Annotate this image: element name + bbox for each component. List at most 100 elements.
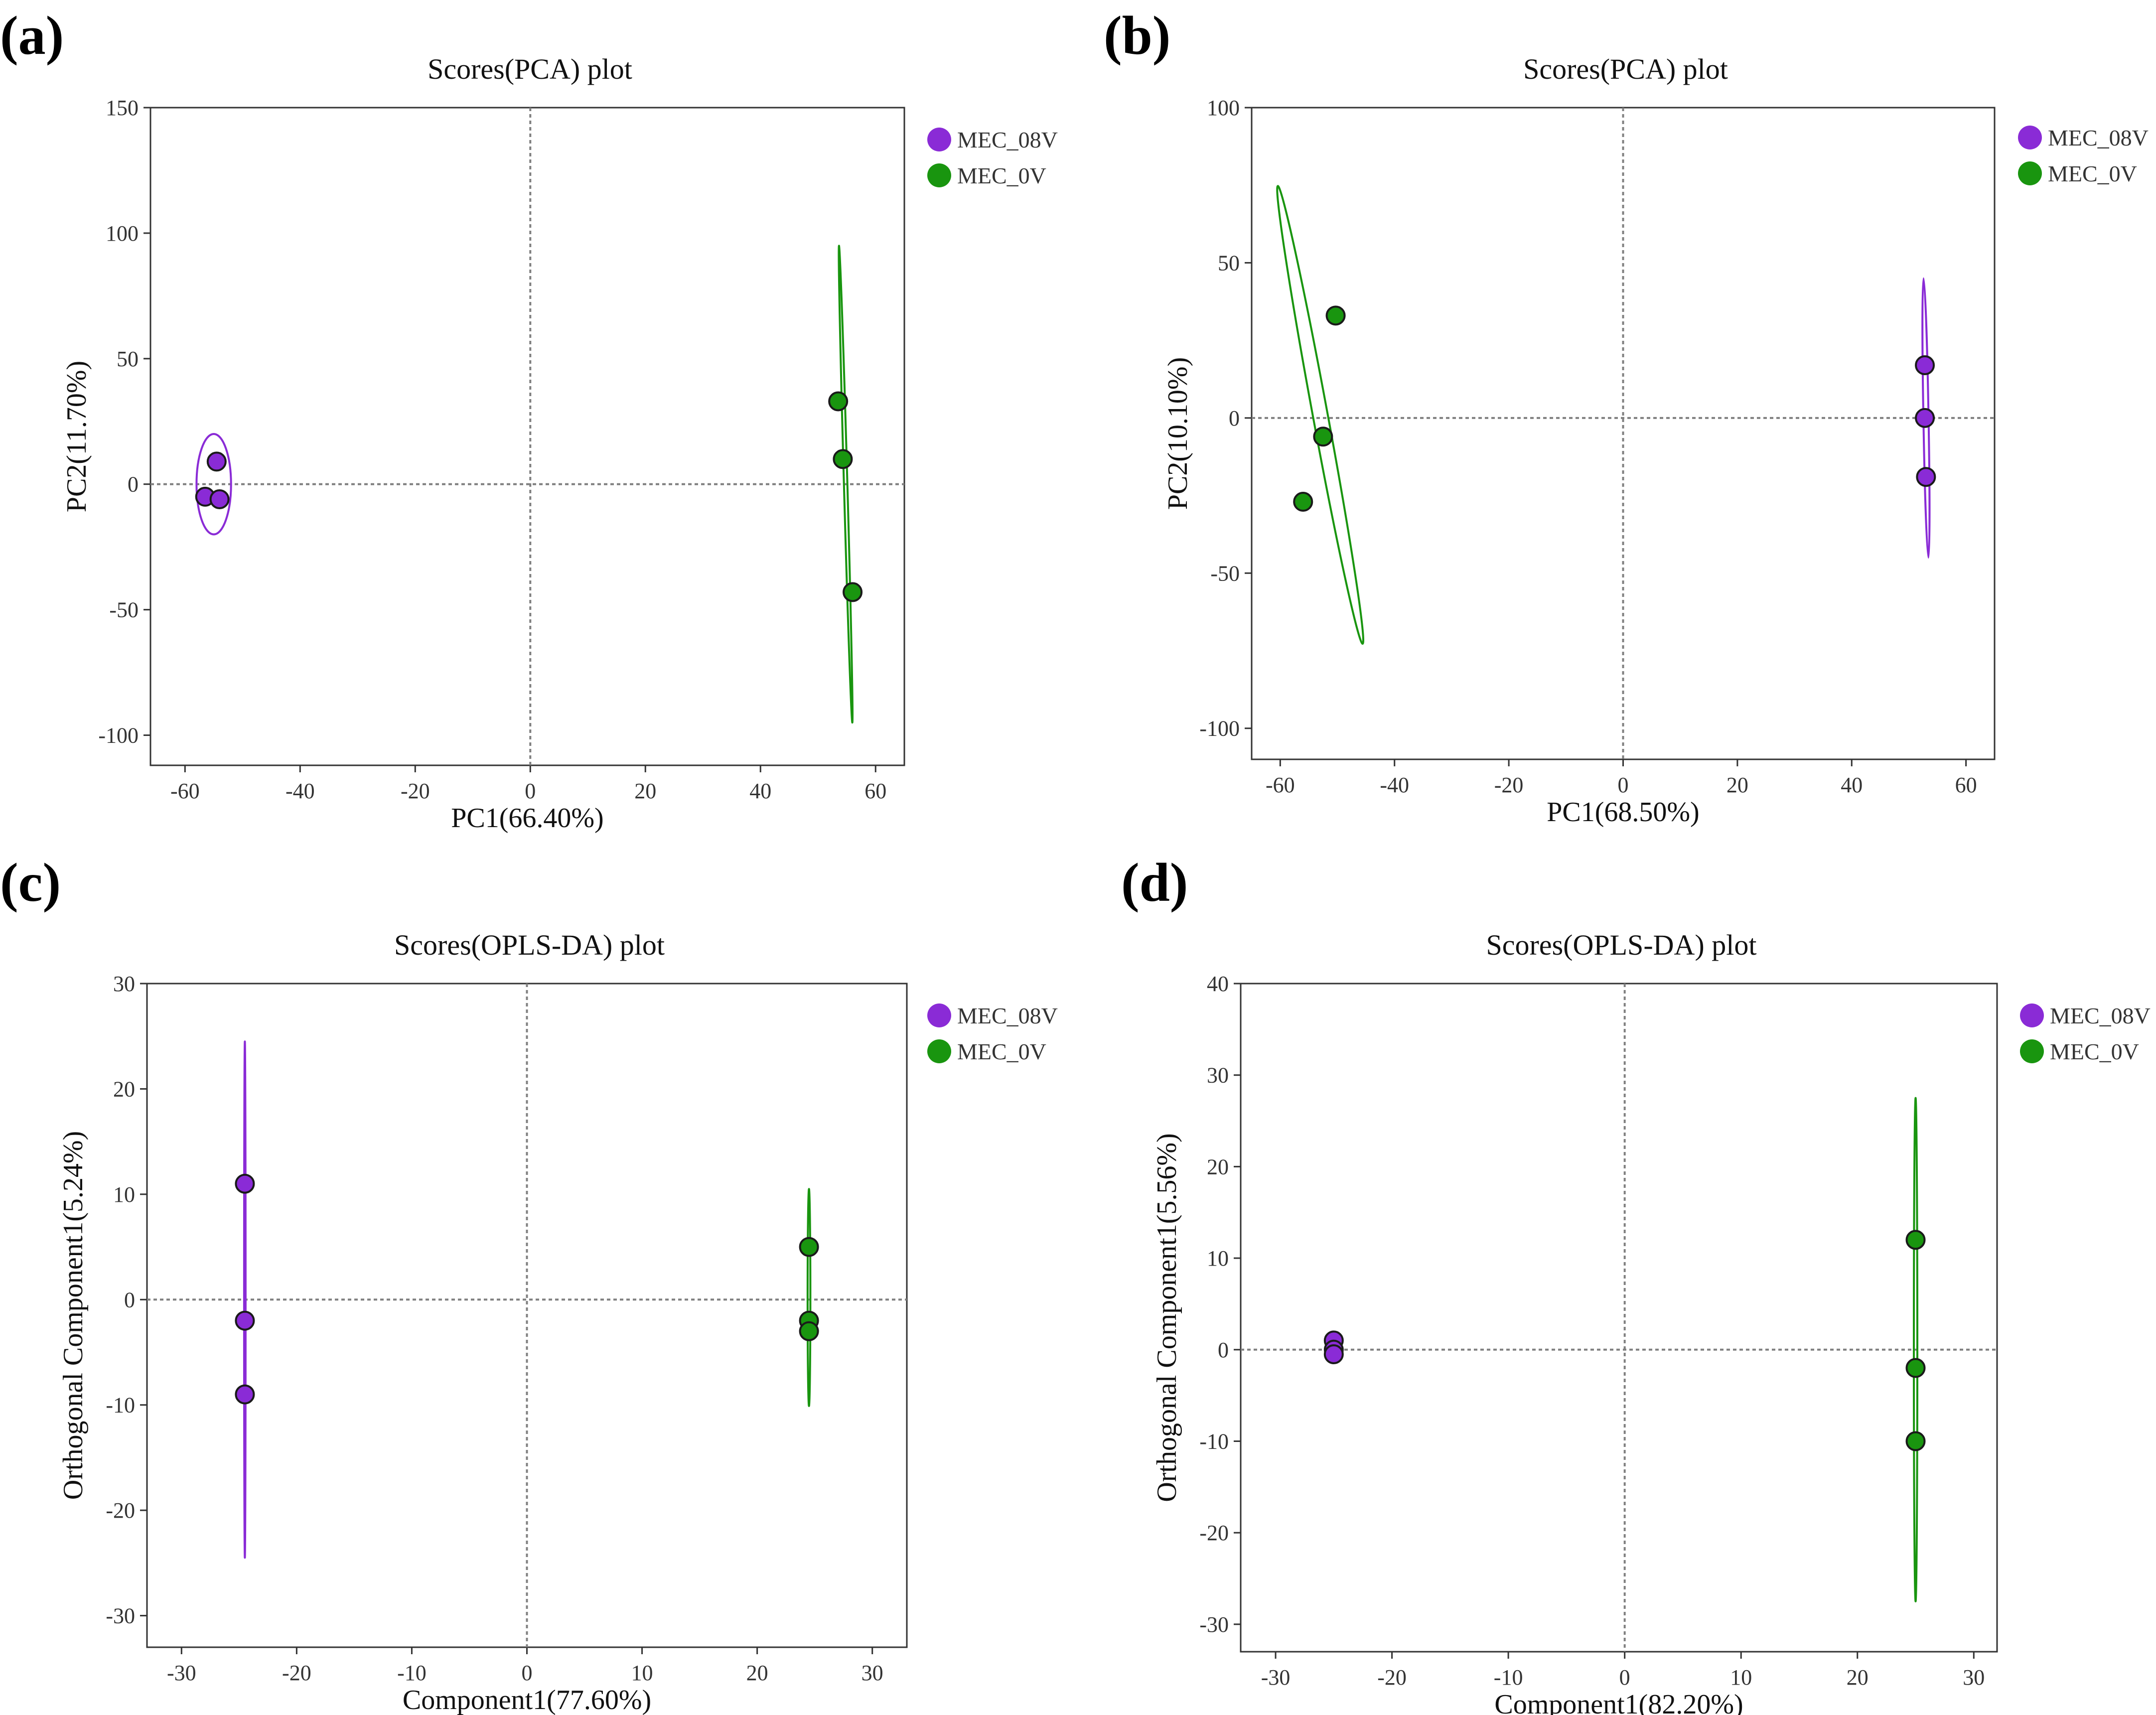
chart-title: Scores(PCA) plot (1523, 53, 1728, 85)
confidence-ellipse-mec-0v (838, 245, 854, 724)
chart-title: Scores(OPLS-DA) plot (394, 929, 665, 961)
x-tick-label: -40 (286, 779, 315, 803)
x-tick-label: 60 (864, 779, 886, 803)
x-tick-label: 0 (522, 1661, 533, 1685)
y-tick-label: -10 (106, 1393, 135, 1418)
legend-label: MEC_08V (957, 127, 1058, 152)
x-tick-label: -60 (170, 779, 200, 803)
x-tick-label: -30 (1261, 1665, 1291, 1690)
y-tick-label: 40 (1207, 972, 1229, 996)
data-point-mec-08v (1915, 408, 1935, 428)
y-tick-label: 10 (113, 1182, 135, 1207)
data-point-mec-08v (235, 1384, 255, 1405)
x-tick-label: -20 (282, 1661, 311, 1685)
data-point-mec-0v (799, 1321, 819, 1341)
y-tick-label: 100 (106, 221, 139, 246)
legend-label: MEC_0V (957, 1039, 1046, 1064)
data-point-mec-0v (1293, 492, 1313, 512)
panel-letter: (d) (1121, 852, 1188, 913)
data-point-mec-0v (833, 449, 853, 469)
x-tick-label: -20 (1377, 1665, 1407, 1690)
x-tick-label: 10 (631, 1661, 653, 1685)
data-point-mec-08v (206, 451, 227, 472)
y-tick-label: 150 (106, 96, 139, 120)
x-tick-label: 60 (1955, 773, 1977, 797)
y-tick-label: -30 (1199, 1612, 1229, 1637)
data-point-mec-0v (1313, 427, 1333, 447)
y-tick-label: -10 (1199, 1429, 1229, 1453)
data-point-mec-0v (843, 582, 863, 602)
x-tick-label: 30 (862, 1661, 883, 1685)
x-tick-label: 0 (525, 779, 536, 803)
x-tick-label: 20 (1847, 1665, 1869, 1690)
y-tick-label: 100 (1207, 96, 1240, 120)
panel-letter: (b) (1104, 5, 1170, 66)
x-axis-label: Component1(77.60%) (403, 1685, 651, 1715)
data-point-mec-08v (1915, 355, 1935, 375)
x-tick-label: 0 (1619, 1665, 1630, 1690)
legend-marker-mec-08v (2018, 126, 2042, 149)
y-tick-label: 10 (1207, 1246, 1229, 1271)
y-tick-label: 30 (1207, 1063, 1229, 1088)
x-tick-label: 30 (1963, 1665, 1985, 1690)
legend-label: MEC_08V (957, 1003, 1058, 1028)
chart-panel-c: (c) Scores(OPLS-DA) plot -30 -20 -10 0 10 20 30 -… (0, 852, 1058, 1715)
y-tick-label: -100 (98, 723, 139, 748)
data-point-mec-0v (828, 391, 849, 412)
y-axis-label: PC2(10.10%) (1162, 357, 1193, 510)
x-tick-label: -30 (167, 1661, 196, 1685)
confidence-ellipse-mec-0v (1276, 185, 1365, 645)
legend-label: MEC_0V (2048, 161, 2137, 186)
chart-title: Scores(OPLS-DA) plot (1486, 929, 1757, 961)
legend-label: MEC_0V (957, 163, 1046, 188)
data-point-mec-08v (235, 1173, 255, 1194)
legend-marker-mec-0v (2020, 1039, 2044, 1063)
chart-panel-a: (a) Scores(PCA) plot -60 -40 -20 0 20 40 60 -100 -… (0, 5, 1058, 834)
x-tick-label: 40 (1841, 773, 1863, 797)
y-tick-label: 0 (1218, 1338, 1229, 1362)
legend-marker-mec-0v (927, 163, 951, 187)
x-tick-label: 20 (746, 1661, 768, 1685)
legend-marker-mec-0v (927, 1039, 951, 1063)
y-tick-label: 50 (117, 347, 139, 371)
x-tick-label: 20 (634, 779, 656, 803)
x-axis-label: PC1(66.40%) (451, 803, 603, 834)
y-tick-label: 0 (128, 472, 139, 497)
y-tick-label: 30 (113, 972, 135, 996)
y-tick-label: -50 (1210, 561, 1240, 585)
x-tick-label: -40 (1380, 773, 1409, 797)
plot-frame (1240, 983, 1998, 1653)
data-point-mec-08v (235, 1310, 255, 1331)
chart-panel-b: (b) Scores(PCA) plot -60 -40 -20 0 20 40 60 -100 -… (1104, 5, 2149, 828)
y-tick-label: -100 (1199, 716, 1240, 741)
plot-frame (149, 107, 905, 766)
confidence-ellipse-mec-08v (243, 1040, 247, 1559)
data-point-mec-0v (1905, 1230, 1926, 1250)
y-tick-label: 0 (1229, 406, 1240, 430)
x-tick-label: -10 (397, 1661, 427, 1685)
y-tick-label: -20 (1199, 1521, 1229, 1545)
data-point-mec-0v (799, 1237, 819, 1257)
y-axis-label: Orthogonal Component1(5.56%) (1151, 1133, 1182, 1502)
y-axis-label: PC2(11.70%) (61, 361, 92, 512)
x-axis-label: Component1(82.20%) (1494, 1689, 1743, 1715)
data-point-mec-0v (1325, 305, 1346, 326)
y-tick-label: -30 (106, 1604, 135, 1628)
legend-label: MEC_0V (2050, 1039, 2139, 1064)
y-tick-label: 50 (1218, 251, 1240, 275)
legend-label: MEC_08V (2048, 125, 2149, 150)
x-tick-label: 10 (1730, 1665, 1752, 1690)
data-point-mec-0v (1905, 1358, 1926, 1378)
data-point-mec-08v (1323, 1344, 1344, 1364)
x-tick-label: 40 (749, 779, 771, 803)
y-tick-label: 20 (113, 1077, 135, 1101)
y-axis-label: Orthogonal Component1(5.24%) (58, 1131, 89, 1500)
legend-label: MEC_08V (2050, 1003, 2151, 1028)
chart-title: Scores(PCA) plot (428, 53, 632, 85)
chart-panel-d: (d) Scores(OPLS-DA) plot -30 -20 -10 0 10 20 30 -… (1121, 852, 2151, 1715)
x-tick-label: -20 (401, 779, 430, 803)
y-tick-label: 20 (1207, 1154, 1229, 1179)
confidence-ellipse-mec-0v (1913, 1097, 1919, 1602)
x-tick-label: -20 (1494, 773, 1524, 797)
